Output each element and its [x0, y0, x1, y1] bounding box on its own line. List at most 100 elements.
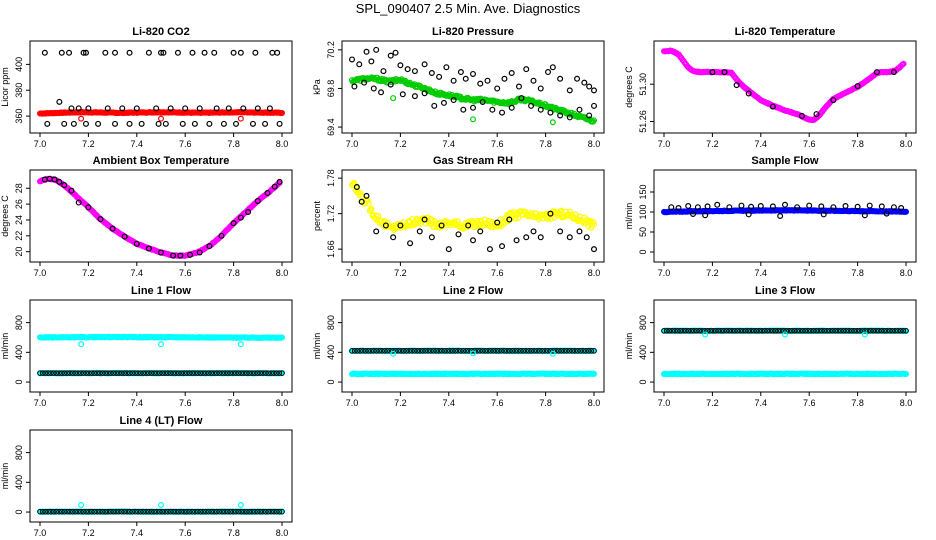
data-point — [808, 327, 814, 334]
x-tick-label: 7.6 — [491, 139, 504, 149]
data-point — [390, 350, 397, 357]
data-point — [742, 327, 749, 334]
data-point — [729, 327, 735, 334]
data-point — [786, 327, 792, 334]
data-point — [561, 348, 567, 354]
data-point — [466, 348, 472, 354]
data-point — [279, 334, 286, 341]
data-point — [528, 102, 535, 109]
data-point — [419, 348, 426, 354]
data-point — [240, 105, 247, 112]
data-point — [553, 348, 559, 354]
data-point — [143, 508, 149, 515]
data-point — [867, 327, 874, 334]
data-point — [211, 370, 217, 376]
y-tick-label: 380 — [14, 83, 24, 98]
data-point — [373, 348, 380, 354]
x-tick-label: 7.8 — [539, 398, 552, 408]
data-point — [455, 348, 461, 354]
data-point — [167, 508, 174, 515]
data-point — [222, 508, 228, 515]
data-point — [94, 508, 100, 515]
data-point — [254, 197, 261, 204]
data-point — [107, 508, 114, 515]
data-point — [80, 49, 87, 56]
data-point — [566, 348, 573, 354]
panel-title: Ambient Box Temperature — [93, 155, 230, 167]
data-point — [781, 331, 788, 338]
data-point — [91, 508, 98, 515]
data-point — [213, 370, 220, 376]
data-point — [379, 348, 385, 354]
series-black — [37, 508, 285, 515]
data-point — [262, 120, 269, 127]
data-point — [777, 213, 784, 220]
data-point — [704, 203, 711, 210]
data-point — [738, 202, 745, 209]
data-point — [153, 105, 160, 112]
data-point — [897, 327, 904, 334]
data-point — [813, 111, 820, 118]
data-point — [443, 64, 450, 71]
data-point — [58, 508, 65, 515]
x-tick-label: 7.0 — [346, 398, 359, 408]
data-point — [903, 327, 909, 334]
data-point — [482, 348, 489, 354]
data-point — [121, 508, 128, 515]
data-point — [585, 348, 592, 354]
series-red-outliers — [78, 115, 244, 122]
data-point — [889, 327, 896, 334]
data-point — [42, 508, 49, 515]
data-point — [44, 120, 51, 127]
data-point — [243, 370, 250, 376]
data-point — [436, 348, 442, 354]
data-point — [756, 327, 762, 334]
series-black-max — [41, 49, 281, 56]
data-point — [537, 106, 544, 113]
data-point — [900, 60, 907, 67]
data-point — [387, 52, 394, 59]
data-point — [508, 104, 515, 111]
data-point — [200, 508, 206, 515]
data-point — [145, 49, 152, 56]
data-point — [788, 327, 795, 334]
data-point — [132, 370, 138, 376]
data-point — [666, 327, 673, 334]
data-point — [707, 327, 714, 334]
data-point — [158, 115, 165, 122]
data-point — [126, 508, 133, 515]
panel-line1: Line 1 Flow ml/min 7.0 7.2 7.4 7.6 7.8 8.0 0 400 8… — [0, 285, 293, 408]
data-point — [205, 370, 212, 376]
data-point — [530, 228, 537, 235]
data-point — [452, 348, 459, 354]
data-point — [113, 370, 119, 376]
data-point — [714, 201, 721, 208]
data-point — [515, 83, 522, 90]
data-point — [470, 104, 477, 111]
data-point — [196, 249, 203, 256]
data-point — [158, 249, 165, 256]
x-tick-label: 7.8 — [851, 139, 864, 149]
data-point — [726, 327, 733, 334]
data-point — [51, 176, 58, 183]
data-point — [411, 93, 418, 100]
x-tick-label: 7.4 — [755, 268, 768, 278]
data-point — [99, 370, 106, 376]
x-tick-label: 8.0 — [276, 268, 289, 278]
x-tick-label: 7.2 — [706, 139, 719, 149]
data-point — [902, 208, 909, 215]
data-point — [167, 370, 174, 376]
data-point — [474, 348, 480, 354]
data-point — [39, 370, 46, 376]
data-point — [851, 327, 858, 334]
data-point — [70, 120, 77, 127]
panel-title: Sample Flow — [751, 155, 819, 167]
data-point — [129, 508, 136, 515]
data-point — [523, 234, 530, 241]
data-point — [86, 370, 92, 376]
data-point — [58, 370, 65, 376]
x-tick-label: 7.2 — [82, 528, 95, 538]
data-point — [878, 203, 885, 210]
data-point — [39, 508, 46, 515]
